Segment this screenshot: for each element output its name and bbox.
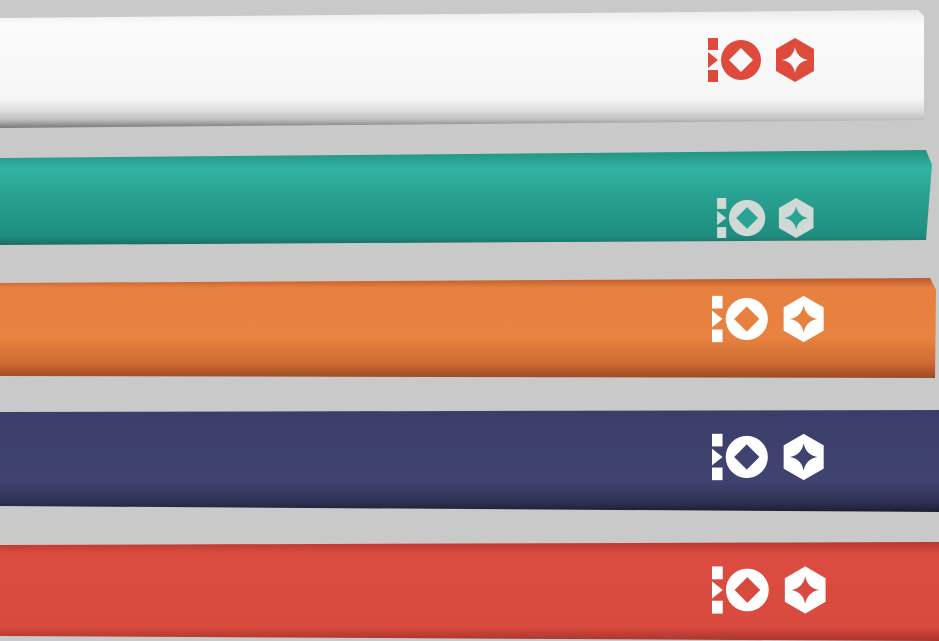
pencil-navy xyxy=(0,410,939,512)
pencil-orange xyxy=(0,278,936,378)
pencil-white xyxy=(0,10,924,128)
pencil-teal xyxy=(0,150,932,245)
pencil-red xyxy=(0,542,939,641)
pencils-scene xyxy=(0,0,939,641)
page: (() => { const data = JSON.parse(documen… xyxy=(0,0,939,641)
